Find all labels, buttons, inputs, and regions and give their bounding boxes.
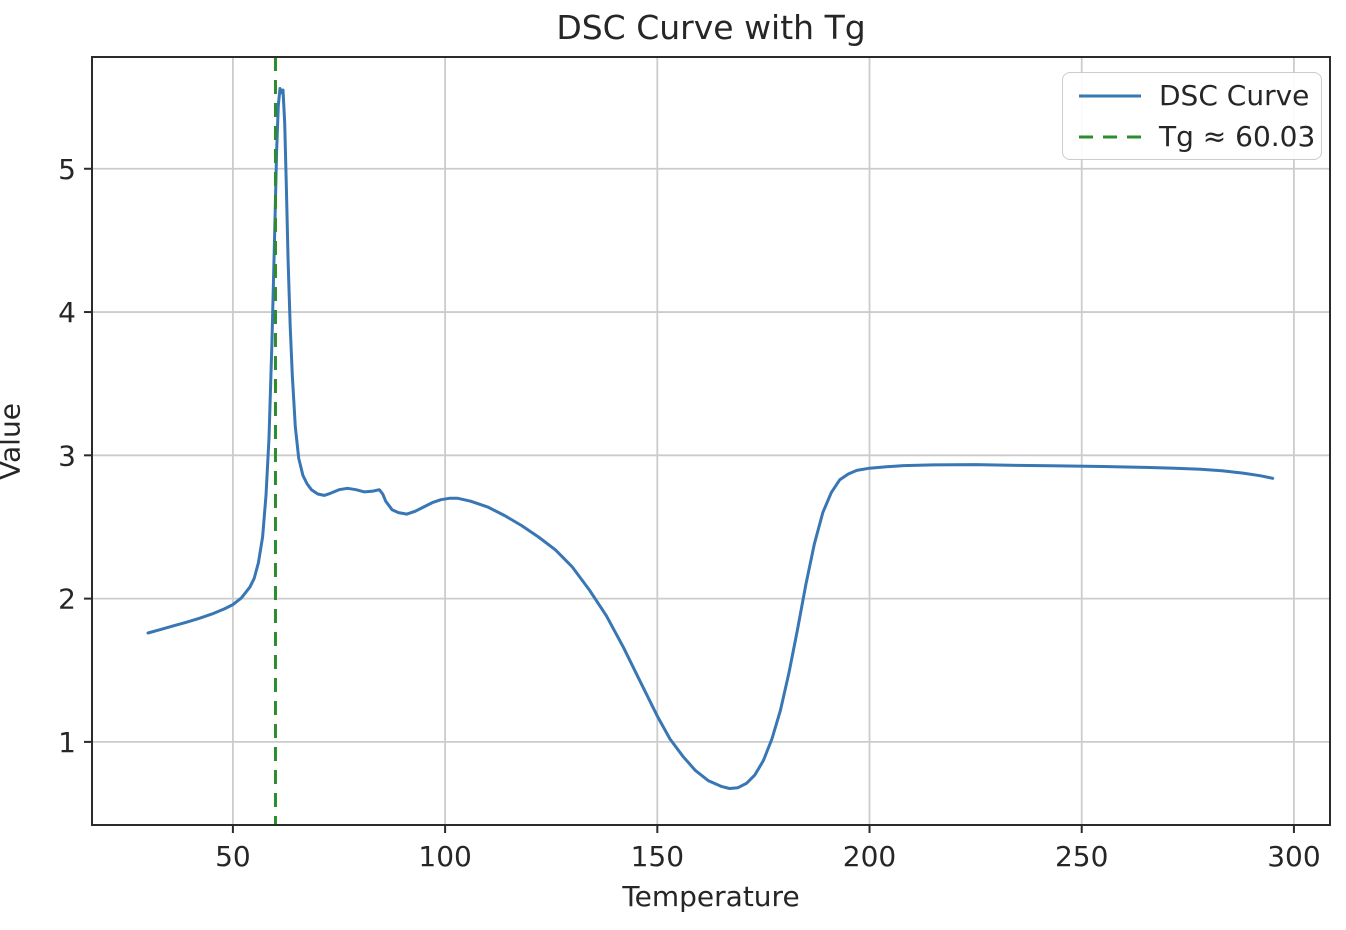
legend-swatch-solid-line-icon (1079, 94, 1141, 97)
y-tick-label: 5 (58, 153, 76, 186)
chart-title: DSC Curve with Tg (556, 8, 866, 47)
y-axis-label-text: Value (0, 403, 27, 480)
x-tick-label: 150 (631, 840, 684, 873)
x-tick-label: 300 (1267, 840, 1320, 873)
legend-item-dsc-curve: DSC Curve (1079, 80, 1321, 112)
y-tick-label: 4 (58, 296, 76, 329)
legend-label-tg: Tg ≈ 60.03 (1159, 119, 1316, 153)
y-tick-label: 1 (58, 726, 76, 759)
axes-spines (91, 56, 1331, 826)
dsc-curve-line (146, 87, 1275, 790)
x-tick-label: 200 (843, 840, 896, 873)
legend-item-tg: Tg ≈ 60.03 (1079, 121, 1321, 153)
legend-label-dsc-curve: DSC Curve (1159, 78, 1310, 112)
y-tick-label: 2 (58, 583, 76, 616)
legend-swatch-dashed-line-icon (1079, 135, 1141, 138)
x-axis-label: Temperature (622, 880, 800, 913)
x-tick-label: 100 (418, 840, 471, 873)
legend: DSC Curve Tg ≈ 60.03 (1062, 72, 1322, 160)
x-tick-label: 250 (1055, 840, 1108, 873)
x-tick-label: 50 (215, 840, 251, 873)
y-tick-label: 3 (58, 439, 76, 472)
